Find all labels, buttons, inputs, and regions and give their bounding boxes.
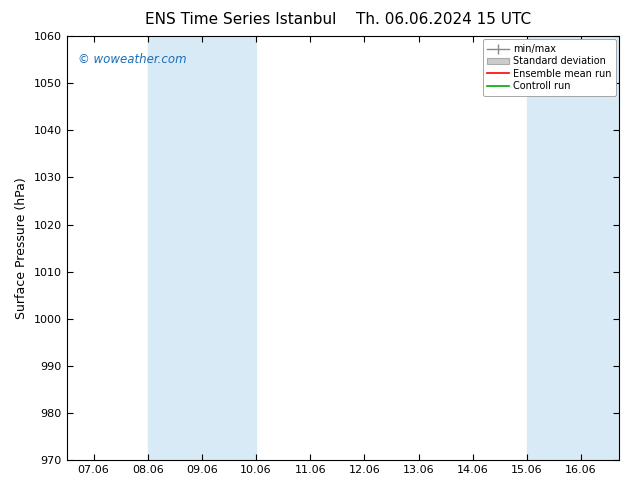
- Bar: [581, 36, 619, 460]
- Text: ENS Time Series Istanbul: ENS Time Series Istanbul: [145, 12, 337, 27]
- Legend: min/max, Standard deviation, Ensemble mean run, Controll run: min/max, Standard deviation, Ensemble me…: [482, 39, 616, 96]
- Text: Th. 06.06.2024 15 UTC: Th. 06.06.2024 15 UTC: [356, 12, 531, 27]
- Bar: [527, 36, 581, 460]
- Bar: [202, 36, 256, 460]
- Y-axis label: Surface Pressure (hPa): Surface Pressure (hPa): [15, 177, 28, 319]
- Bar: [148, 36, 202, 460]
- Text: © woweather.com: © woweather.com: [77, 53, 186, 66]
